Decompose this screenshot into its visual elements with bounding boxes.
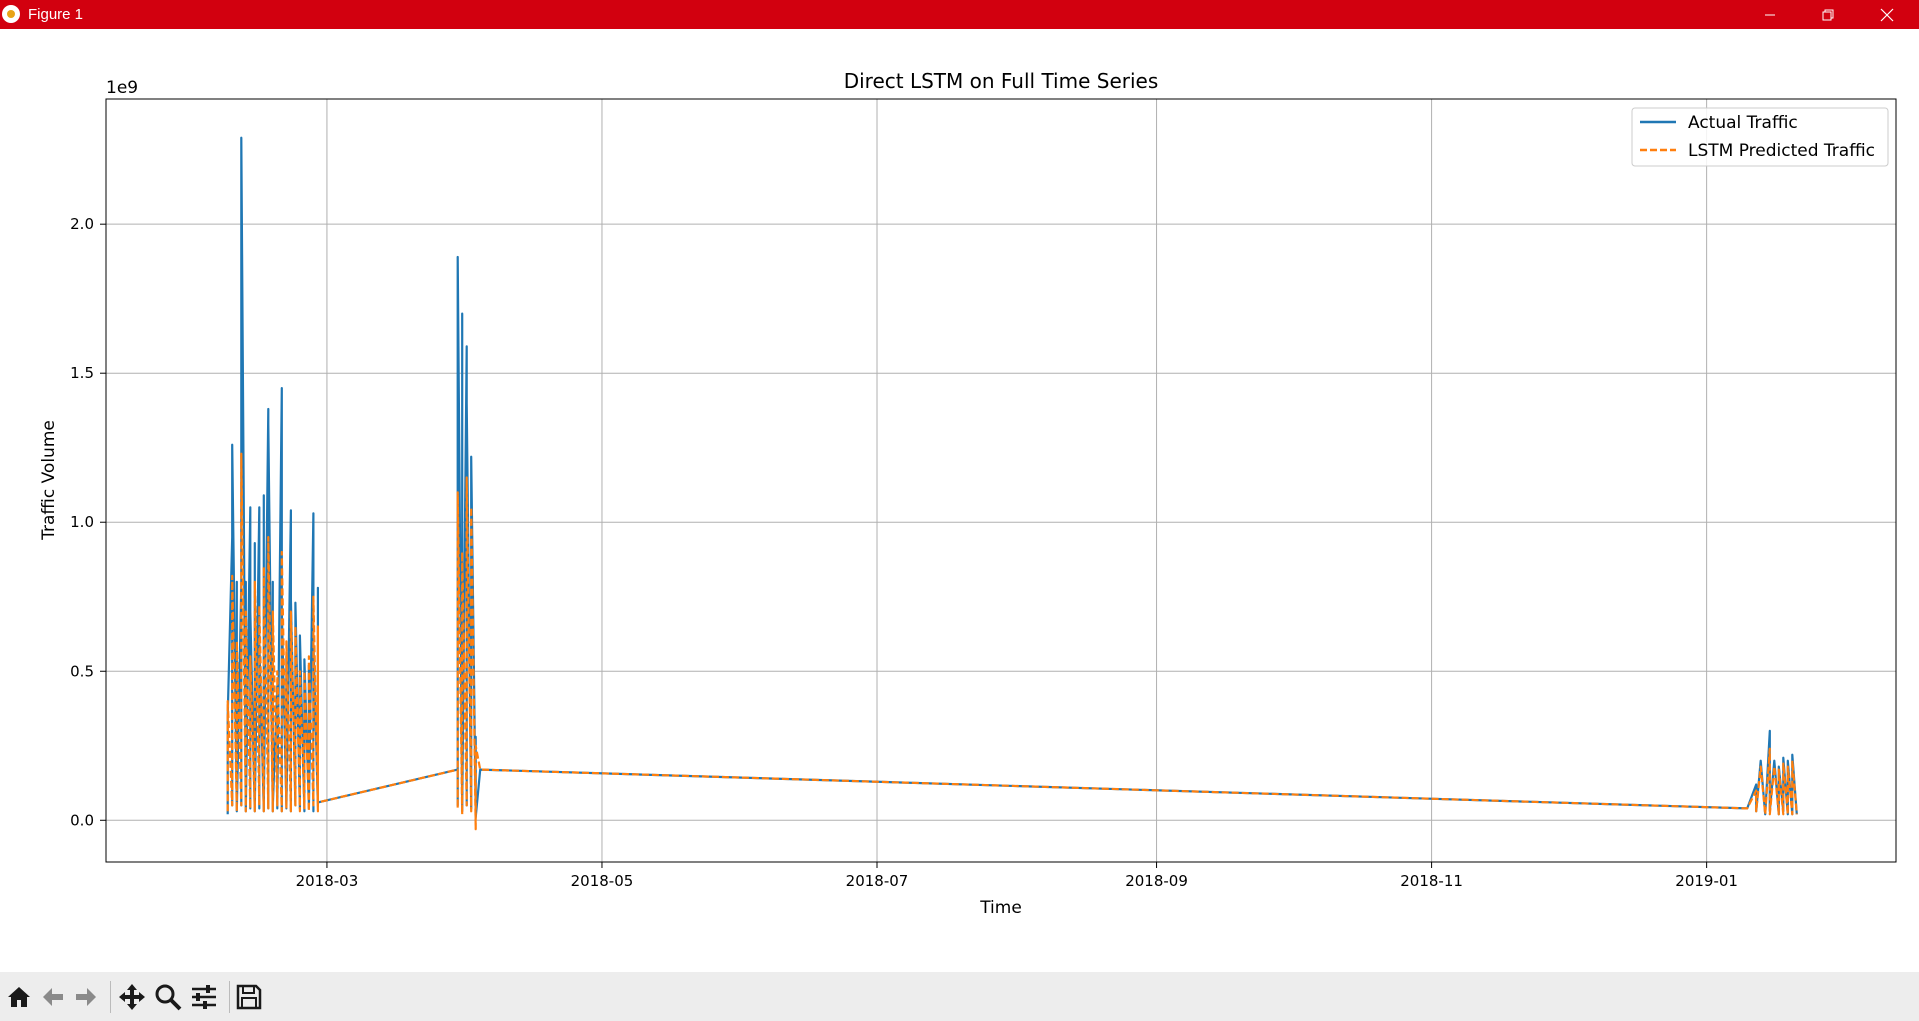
back-arrow-icon bbox=[43, 988, 63, 1006]
pan-button[interactable] bbox=[116, 981, 148, 1013]
y-tick-label: 0.5 bbox=[70, 662, 94, 680]
home-icon bbox=[8, 987, 30, 1007]
line-chart: 2018-03 2018-05 2018-07 2018-09 2018-11 2019-… bbox=[39, 69, 1897, 918]
close-button[interactable] bbox=[1858, 0, 1916, 29]
matplotlib-logo-icon bbox=[2, 5, 20, 23]
minimize-icon bbox=[1765, 14, 1775, 15]
zoom-magnifier-icon bbox=[155, 984, 182, 1011]
legend-label-predicted: LSTM Predicted Traffic bbox=[1688, 141, 1875, 161]
x-tick-label: 2019-01 bbox=[1675, 872, 1738, 890]
zoom-button[interactable] bbox=[152, 981, 184, 1013]
axis-ticks: 2018-03 2018-05 2018-07 2018-09 2018-11 2019-… bbox=[70, 215, 1738, 890]
x-tick-label: 2018-05 bbox=[571, 872, 634, 890]
forward-button[interactable] bbox=[70, 981, 102, 1013]
chart-title: Direct LSTM on Full Time Series bbox=[844, 69, 1159, 93]
legend-box bbox=[1631, 107, 1889, 167]
restore-icon bbox=[1822, 9, 1834, 20]
legend: Actual Traffic LSTM Predicted Traffic bbox=[1631, 107, 1889, 167]
y-tick-label: 1.5 bbox=[70, 364, 94, 382]
save-floppy-icon bbox=[236, 984, 262, 1010]
toolbar-separator bbox=[229, 981, 230, 1013]
restore-button[interactable] bbox=[1799, 0, 1857, 29]
close-icon bbox=[1880, 8, 1894, 21]
actual-traffic-line bbox=[226, 136, 1798, 819]
navigation-toolbar bbox=[0, 972, 1919, 1021]
y-tick-label: 2.0 bbox=[70, 215, 94, 233]
minimize-button[interactable] bbox=[1741, 0, 1799, 29]
x-tick-label: 2018-03 bbox=[296, 872, 359, 890]
pan-move-icon bbox=[119, 984, 145, 1010]
axes-frame bbox=[105, 98, 1897, 863]
gridlines bbox=[106, 99, 1896, 862]
x-tick-label: 2018-11 bbox=[1400, 872, 1463, 890]
configure-subplots-button[interactable] bbox=[188, 981, 220, 1013]
toolbar-separator bbox=[110, 981, 111, 1013]
y-axis-label: Traffic Volume bbox=[39, 420, 59, 541]
legend-label-actual: Actual Traffic bbox=[1688, 113, 1798, 133]
y-tick-label: 0.0 bbox=[70, 811, 94, 829]
series-layer bbox=[226, 136, 1798, 831]
y-offset-label: 1e9 bbox=[106, 78, 138, 98]
lstm-predicted-traffic-line bbox=[226, 452, 1798, 831]
configure-subplots-icon bbox=[192, 985, 216, 1009]
x-tick-label: 2018-07 bbox=[846, 872, 909, 890]
home-button[interactable] bbox=[3, 981, 35, 1013]
x-tick-label: 2018-09 bbox=[1125, 872, 1188, 890]
window-titlebar: Figure 1 bbox=[0, 0, 1919, 29]
forward-arrow-icon bbox=[76, 988, 96, 1006]
back-button[interactable] bbox=[37, 981, 69, 1013]
x-axis-label: Time bbox=[979, 898, 1022, 918]
figure-canvas[interactable]: 2018-03 2018-05 2018-07 2018-09 2018-11 2019-… bbox=[0, 29, 1919, 972]
window-title: Figure 1 bbox=[28, 6, 84, 23]
save-button[interactable] bbox=[233, 981, 265, 1013]
y-tick-label: 1.0 bbox=[70, 513, 94, 531]
